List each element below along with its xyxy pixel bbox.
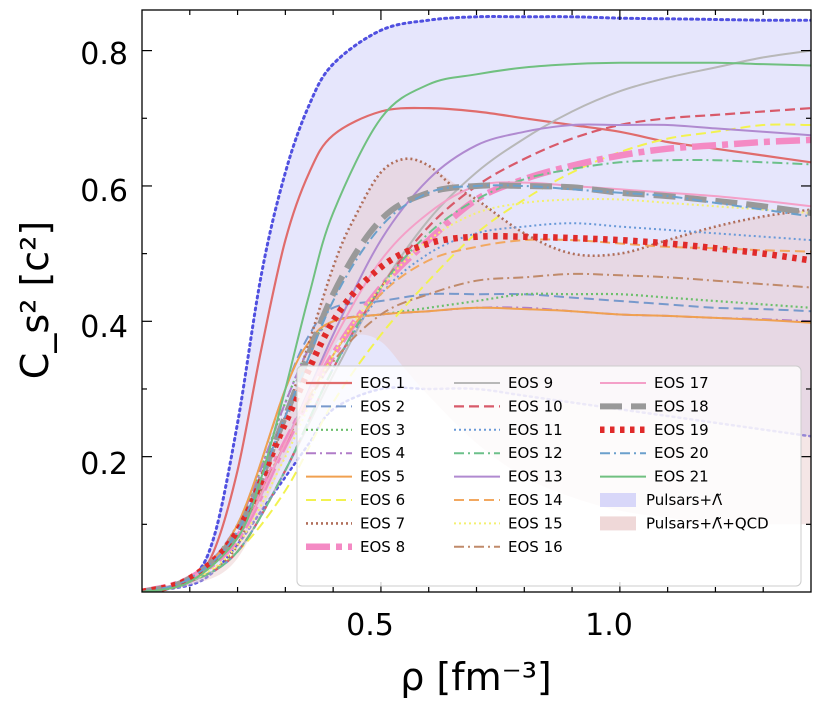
series-eos-7	[142, 157, 811, 592]
legend-swatch-pulsars-qcd-22	[600, 516, 636, 531]
legend-label-eos-11: EOS 11	[508, 421, 563, 439]
legend-label-eos-17: EOS 17	[654, 374, 709, 392]
legend-label-eos-2: EOS 2	[360, 397, 405, 415]
legend-label-eos-20: EOS 20	[654, 444, 709, 462]
legend-label-eos-4: EOS 4	[360, 444, 405, 462]
y-tick-label-1: 0.2	[80, 447, 128, 482]
legend-label-band-22: Pulsars+Λ̃+QCD	[646, 514, 769, 532]
series-eos-3	[142, 292, 811, 592]
legend-label-eos-9: EOS 9	[508, 374, 553, 392]
series-eos-18	[142, 182, 811, 592]
legend-label-eos-14: EOS 14	[508, 491, 563, 509]
y-tick-label-4: 0.8	[80, 37, 128, 72]
legend-swatch-pulsars-21	[600, 493, 636, 507]
series-eos-20	[142, 184, 811, 592]
legend-label-eos-8: EOS 8	[360, 538, 405, 556]
legend-label-eos-6: EOS 6	[360, 491, 405, 509]
series-eos-17	[142, 181, 811, 592]
legend-label-eos-7: EOS 7	[360, 514, 405, 532]
legend-label-eos-12: EOS 12	[508, 444, 563, 462]
legend-label-eos-10: EOS 10	[508, 397, 563, 415]
legend-label-eos-13: EOS 13	[508, 468, 563, 486]
legend-label-eos-3: EOS 3	[360, 421, 405, 439]
series-eos-1	[142, 106, 811, 592]
legend-label-band-21: Pulsars+Λ̃	[646, 491, 723, 509]
legend-label-eos-21: EOS 21	[654, 468, 709, 486]
band-upper-edge-0	[142, 15, 811, 592]
legend-label-eos-19: EOS 19	[654, 421, 709, 439]
legend-label-eos-18: EOS 18	[654, 397, 709, 415]
series-eos-15	[142, 198, 811, 592]
series-eos-6	[142, 123, 811, 592]
x-axis-title: ρ [fm⁻³]	[400, 655, 552, 699]
series-eos-21	[142, 61, 811, 592]
series-eos-12	[142, 158, 811, 592]
y-axis-title: C_s² [c²]	[13, 221, 57, 379]
legend-label-eos-15: EOS 15	[508, 514, 563, 532]
y-tick-label-3: 0.6	[80, 174, 128, 209]
band-pulsars	[142, 16, 811, 592]
y-tick-label-2: 0.4	[80, 310, 128, 345]
axis-ticks	[142, 10, 811, 592]
eos-curves	[142, 49, 811, 592]
x-tick-label-1: 0.5	[346, 608, 394, 643]
legend-box	[296, 365, 802, 587]
x-tick-label-2: 1.0	[585, 608, 633, 643]
legend: EOS 1 EOS 2 EOS 3 EOS 4 EOS 5 EOS 6 EOS 7 EOS 8…	[296, 365, 802, 587]
legend-label-eos-5: EOS 5	[360, 468, 405, 486]
series-eos-5	[142, 306, 811, 592]
legend-label-eos-16: EOS 16	[508, 538, 563, 556]
series-eos-10	[142, 107, 811, 592]
legend-label-eos-1: EOS 1	[360, 374, 405, 392]
